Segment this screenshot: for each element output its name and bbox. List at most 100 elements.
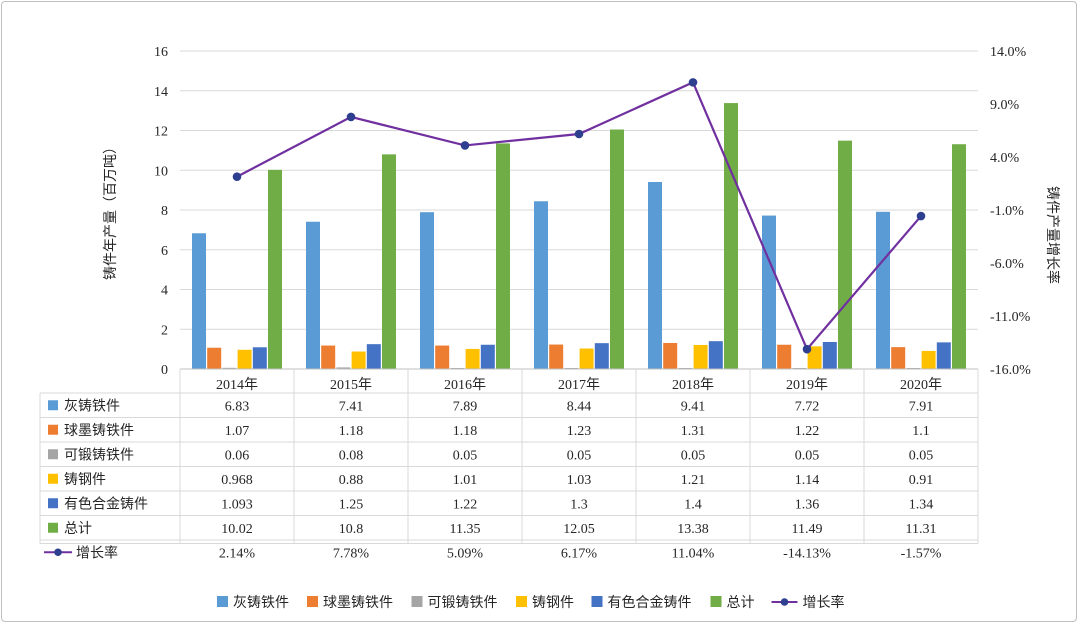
data-label: 0.968 — [221, 473, 253, 488]
table-row-label: 铸钢件 — [64, 472, 106, 488]
data-label: 7.91 — [909, 399, 934, 414]
bar — [876, 211, 890, 369]
data-label: 1.25 — [339, 497, 364, 512]
bar — [610, 129, 624, 369]
growth-rate-point — [802, 344, 812, 354]
legend-label: 总计 — [727, 595, 755, 611]
y-tick-label: 16 — [154, 45, 168, 60]
bar — [579, 348, 594, 369]
bar — [496, 143, 510, 369]
growth-rate-point — [460, 141, 470, 150]
bar — [207, 347, 222, 369]
growth-rate-point — [688, 78, 698, 87]
bar — [936, 342, 951, 369]
data-label: 0.06 — [225, 448, 250, 463]
y-tick-label: 0 — [161, 363, 168, 378]
bar — [762, 215, 776, 369]
bar — [435, 345, 450, 369]
bar — [321, 345, 336, 369]
data-label: 1.18 — [339, 424, 364, 439]
legend-label: 增长率 — [803, 594, 845, 611]
x-tick-label: 2015年 — [330, 377, 372, 393]
table-legend-key — [48, 498, 58, 509]
bar — [366, 344, 381, 369]
data-label: 0.05 — [909, 448, 934, 463]
bar — [891, 347, 906, 369]
bar — [693, 344, 708, 369]
bar — [252, 347, 267, 369]
y2-axis-title: 铸件产量增长率 — [1044, 186, 1061, 284]
bar — [549, 344, 564, 369]
data-label: 1.34 — [909, 497, 934, 512]
data-label: 9.41 — [681, 399, 706, 414]
bar — [192, 233, 206, 369]
data-label: 0.05 — [795, 448, 820, 463]
y2-tick-label: -11.0% — [990, 310, 1031, 325]
data-label: 6.17% — [561, 546, 598, 561]
data-label: 0.05 — [681, 448, 706, 463]
data-label: 1.01 — [453, 473, 478, 488]
y2-tick-label: -1.0% — [990, 204, 1024, 219]
growth-rate-point — [574, 129, 584, 139]
legend-label: 灰铸铁件 — [233, 595, 289, 611]
x-tick-label: 2018年 — [672, 377, 714, 393]
bar — [534, 201, 548, 369]
legend-label: 有色合金铸件 — [608, 594, 692, 611]
table-legend-key — [48, 424, 58, 435]
data-label: 1.21 — [681, 473, 706, 488]
table-legend-key — [48, 522, 58, 533]
bar — [480, 344, 495, 369]
growth-rate-line — [236, 80, 922, 352]
bar — [237, 349, 252, 369]
data-label: 6.83 — [225, 399, 250, 414]
data-label: 11.04% — [672, 546, 715, 561]
data-label: 11.49 — [792, 522, 823, 537]
table-row-label: 球墨铸铁件 — [64, 423, 134, 439]
data-label: 7.78% — [333, 546, 370, 561]
bar — [648, 181, 662, 369]
data-label: 2.14% — [219, 546, 256, 561]
legend-swatch — [217, 596, 228, 607]
y2-tick-label: -16.0% — [990, 363, 1031, 378]
data-label: 13.38 — [677, 522, 709, 537]
bar — [420, 212, 434, 369]
bar — [663, 342, 678, 369]
data-label: 11.35 — [450, 522, 481, 537]
bar — [222, 367, 237, 369]
bar — [351, 351, 366, 369]
y-axis-title: 铸件年产量（百万吨） — [103, 140, 119, 280]
data-label: 1.22 — [795, 424, 820, 439]
x-tick-label: 2016年 — [444, 377, 486, 393]
data-label: 1.093 — [221, 497, 253, 512]
growth-rate-point — [232, 172, 242, 182]
data-label: 1.4 — [684, 497, 702, 512]
growth-rate-point — [346, 112, 356, 122]
data-label: 0.05 — [453, 448, 478, 463]
data-label: -14.13% — [783, 546, 831, 561]
data-label: 7.72 — [795, 399, 820, 414]
table-row-label: 灰铸铁件 — [64, 398, 120, 414]
bar — [952, 144, 966, 369]
table-legend-key — [54, 548, 62, 557]
data-label: 0.05 — [567, 448, 592, 463]
x-tick-label: 2014年 — [216, 377, 258, 393]
data-label: 1.18 — [453, 424, 478, 439]
table-row-label: 有色合金铸件 — [64, 495, 148, 512]
data-label: 1.23 — [567, 424, 592, 439]
y-tick-label: 8 — [161, 204, 168, 219]
y2-tick-label: 9.0% — [990, 98, 1020, 113]
table-legend-key — [48, 449, 58, 460]
legend-swatch — [710, 596, 722, 607]
data-label: 0.08 — [339, 448, 364, 463]
data-label: 10.8 — [339, 522, 364, 537]
table-legend-key — [48, 400, 58, 411]
data-label: 10.02 — [221, 522, 253, 537]
table-row-label: 可锻铸铁件 — [64, 447, 134, 463]
data-label: 1.14 — [795, 473, 820, 488]
data-label: 1.31 — [681, 424, 706, 439]
bar — [594, 343, 609, 369]
legend-swatch — [780, 598, 789, 606]
table-legend-key — [48, 473, 58, 484]
x-tick-label: 2017年 — [558, 377, 600, 393]
